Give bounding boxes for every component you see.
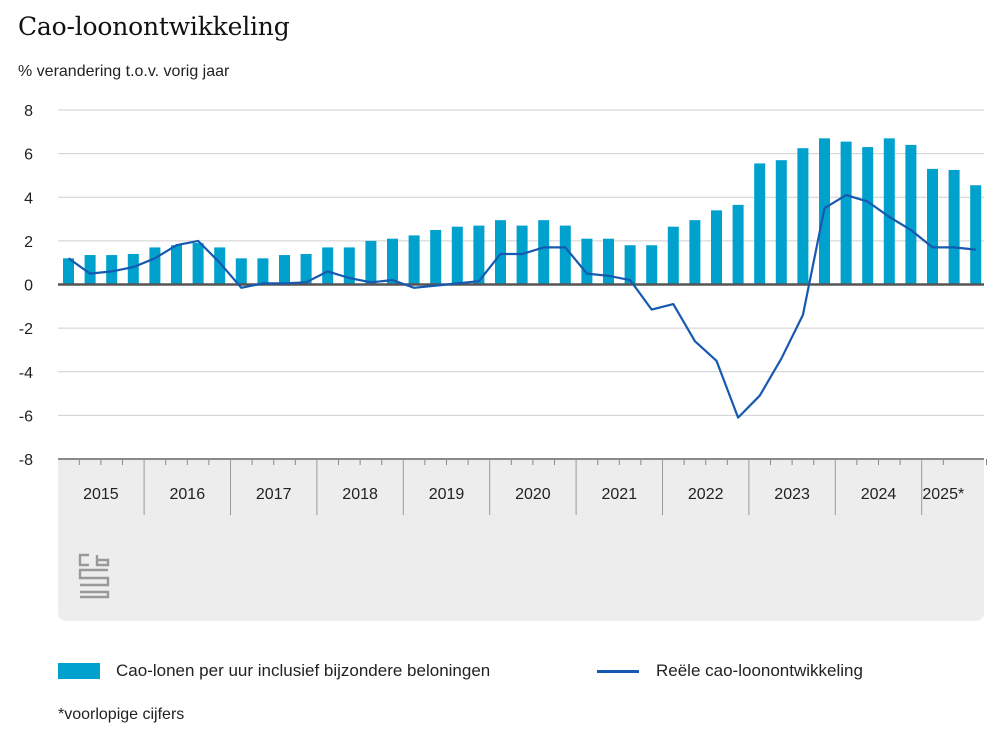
axis-footer-panel [58,515,984,621]
bar [365,240,377,285]
bar [883,138,895,285]
chart-title: Cao-loonontwikkeling [18,12,290,41]
bar [387,238,398,285]
legend-line-swatch [597,670,639,673]
bar [538,220,550,285]
bar [343,247,355,285]
bar [624,245,636,285]
bar [927,168,938,285]
y-tick-label: 2 [24,234,33,251]
bar [840,141,852,285]
x-year-label: 2018 [342,486,378,503]
y-tick-label: -8 [19,452,33,469]
bar [214,247,226,285]
bar [948,169,960,285]
bar [63,258,74,285]
bar [257,258,269,285]
y-axis-label: % verandering t.o.v. vorig jaar [18,63,230,80]
bar [279,255,290,285]
bar [106,255,118,285]
bar [775,160,787,285]
bar [451,226,463,285]
legend-bar-swatch [58,663,100,679]
bar [430,229,442,285]
bar [581,238,593,285]
bar [171,245,182,285]
x-year-label: 2023 [774,486,810,503]
bar [862,147,874,285]
bar [473,225,485,285]
y-tick-label: 0 [24,278,33,295]
bar [84,255,96,285]
x-year-label: 2024 [861,486,897,503]
bar [970,185,982,285]
y-tick-label: 8 [24,103,33,120]
bar [732,204,744,285]
footnote: *voorlopige cijfers [58,706,185,723]
bar [322,247,334,285]
bar [667,226,679,285]
bar [192,243,204,285]
bar [300,253,312,285]
x-axis-band [58,459,984,515]
y-tick-label: 4 [24,190,33,207]
x-year-label: 2016 [170,486,206,503]
bar [127,253,139,285]
bar [754,163,766,285]
legend: Cao-lonen per uur inclusief bijzondere b… [0,660,1000,686]
bar [711,210,722,285]
x-year-label: 2015 [83,486,119,503]
bar [689,220,701,285]
bar [905,144,917,285]
x-year-label: 2020 [515,486,551,503]
x-year-label: 2021 [602,486,638,503]
legend-line-label: Reële cao-loonontwikkeling [656,661,863,680]
bar [149,247,161,285]
bar [646,245,658,285]
x-year-label: 2025* [922,486,964,503]
chart: 8 6 4 2 0 -2 -4 -6 -8 2015 2016 2017 2018 2019 2020 202… [19,103,987,515]
bar [603,238,614,285]
real-wage-line [67,194,976,419]
x-year-label: 2022 [688,486,724,503]
y-tick-label: -2 [19,321,33,338]
y-tick-label: 6 [24,147,33,164]
bar [235,258,247,285]
y-tick-label: -6 [19,408,33,425]
y-tick-label: -4 [19,365,33,382]
bar [559,225,571,285]
cbs-logo [78,553,110,599]
x-year-label: 2019 [429,486,465,503]
bar [797,148,809,285]
bar [495,220,506,285]
bar [408,235,420,285]
x-year-label: 2017 [256,486,292,503]
legend-bar-label: Cao-lonen per uur inclusief bijzondere b… [116,661,491,680]
